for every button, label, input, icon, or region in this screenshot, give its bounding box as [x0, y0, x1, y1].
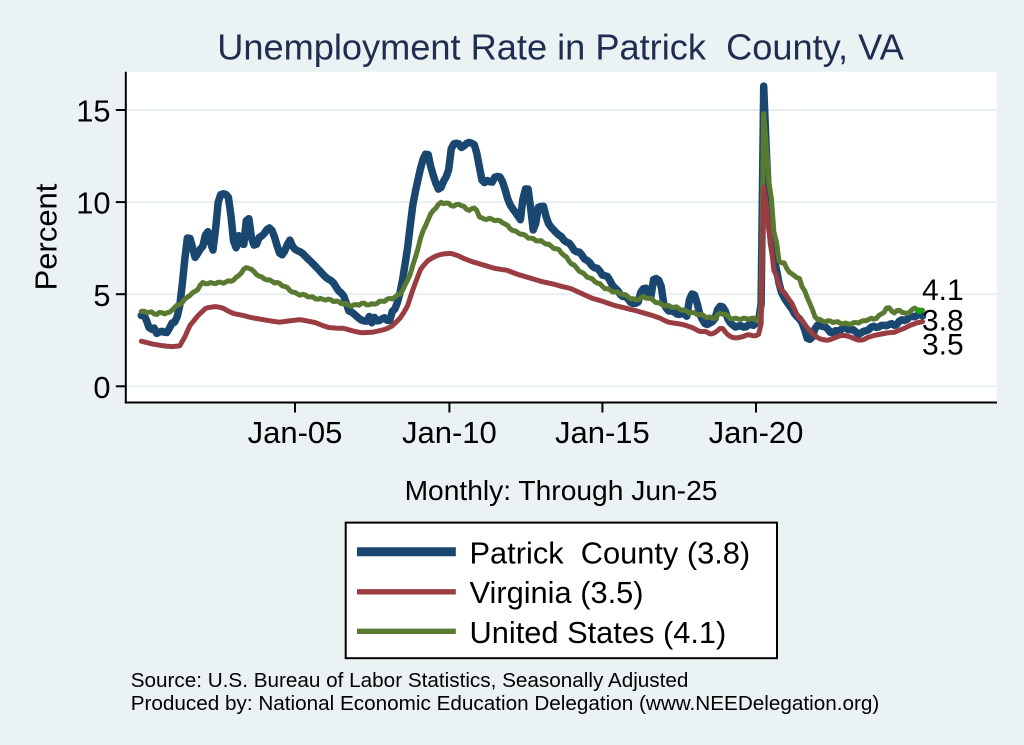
svg-text:Jan-20: Jan-20 [709, 415, 804, 450]
svg-text:Jan-05: Jan-05 [248, 415, 343, 450]
svg-text:Percent: Percent [28, 183, 63, 290]
svg-text:Source: U.S. Bureau of Labor S: Source: U.S. Bureau of Labor Statistics,… [131, 669, 689, 692]
svg-text:Patrick County (3.8): Patrick County (3.8) [470, 535, 751, 570]
svg-text:Jan-10: Jan-10 [402, 415, 497, 450]
svg-text:15: 15 [76, 94, 110, 129]
svg-text:Unemployment Rate in Patrick: Unemployment Rate in Patrick County, VA [217, 27, 904, 68]
svg-text:5: 5 [93, 278, 110, 313]
svg-text:Jan-15: Jan-15 [555, 415, 650, 450]
svg-text:3.8: 3.8 [922, 305, 964, 338]
svg-text:Virginia (3.5): Virginia (3.5) [470, 575, 644, 610]
svg-text:United States (4.1): United States (4.1) [470, 615, 727, 650]
svg-text:3.5: 3.5 [922, 329, 964, 362]
svg-text:Monthly: Through Jun-25: Monthly: Through Jun-25 [405, 474, 718, 506]
svg-text:10: 10 [76, 186, 110, 221]
svg-text:0: 0 [93, 370, 110, 405]
svg-text:4.1: 4.1 [922, 274, 964, 307]
svg-text:Produced by: National Economic: Produced by: National Economic Education… [131, 692, 880, 715]
